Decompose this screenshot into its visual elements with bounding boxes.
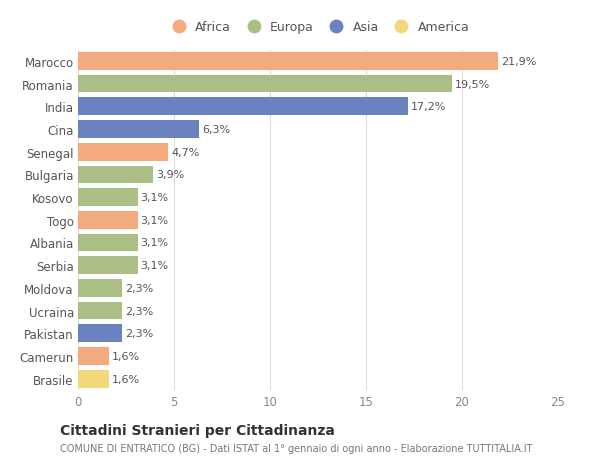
Bar (78, 234, 137, 252)
Text: 3,1%: 3,1% (140, 238, 169, 248)
Text: 3,9%: 3,9% (156, 170, 184, 180)
Text: 2,3%: 2,3% (125, 283, 153, 293)
Bar (78, 257, 137, 274)
Text: 2,3%: 2,3% (125, 329, 153, 339)
Bar (78, 53, 499, 71)
Text: 1,6%: 1,6% (112, 374, 140, 384)
Text: 3,1%: 3,1% (140, 215, 169, 225)
Bar (78, 189, 137, 207)
Bar (78, 121, 199, 139)
Bar (78, 347, 109, 365)
Bar (78, 98, 408, 116)
Bar (78, 302, 122, 320)
Text: 21,9%: 21,9% (502, 57, 537, 67)
Text: Cittadini Stranieri per Cittadinanza: Cittadini Stranieri per Cittadinanza (60, 423, 335, 437)
Text: 4,7%: 4,7% (171, 147, 199, 157)
Bar (78, 280, 122, 297)
Text: 19,5%: 19,5% (455, 79, 491, 90)
Bar (78, 76, 452, 93)
Text: COMUNE DI ENTRATICO (BG) - Dati ISTAT al 1° gennaio di ogni anno - Elaborazione : COMUNE DI ENTRATICO (BG) - Dati ISTAT al… (60, 443, 533, 453)
Bar (78, 325, 122, 342)
Text: 6,3%: 6,3% (202, 125, 230, 135)
Text: 3,1%: 3,1% (140, 261, 169, 271)
Text: 17,2%: 17,2% (411, 102, 446, 112)
Bar (78, 212, 137, 229)
Bar (78, 166, 153, 184)
Bar (78, 144, 168, 161)
Text: 3,1%: 3,1% (140, 193, 169, 203)
Bar (78, 370, 109, 388)
Text: 2,3%: 2,3% (125, 306, 153, 316)
Text: 1,6%: 1,6% (112, 351, 140, 361)
Legend: Africa, Europa, Asia, America: Africa, Europa, Asia, America (161, 16, 475, 39)
